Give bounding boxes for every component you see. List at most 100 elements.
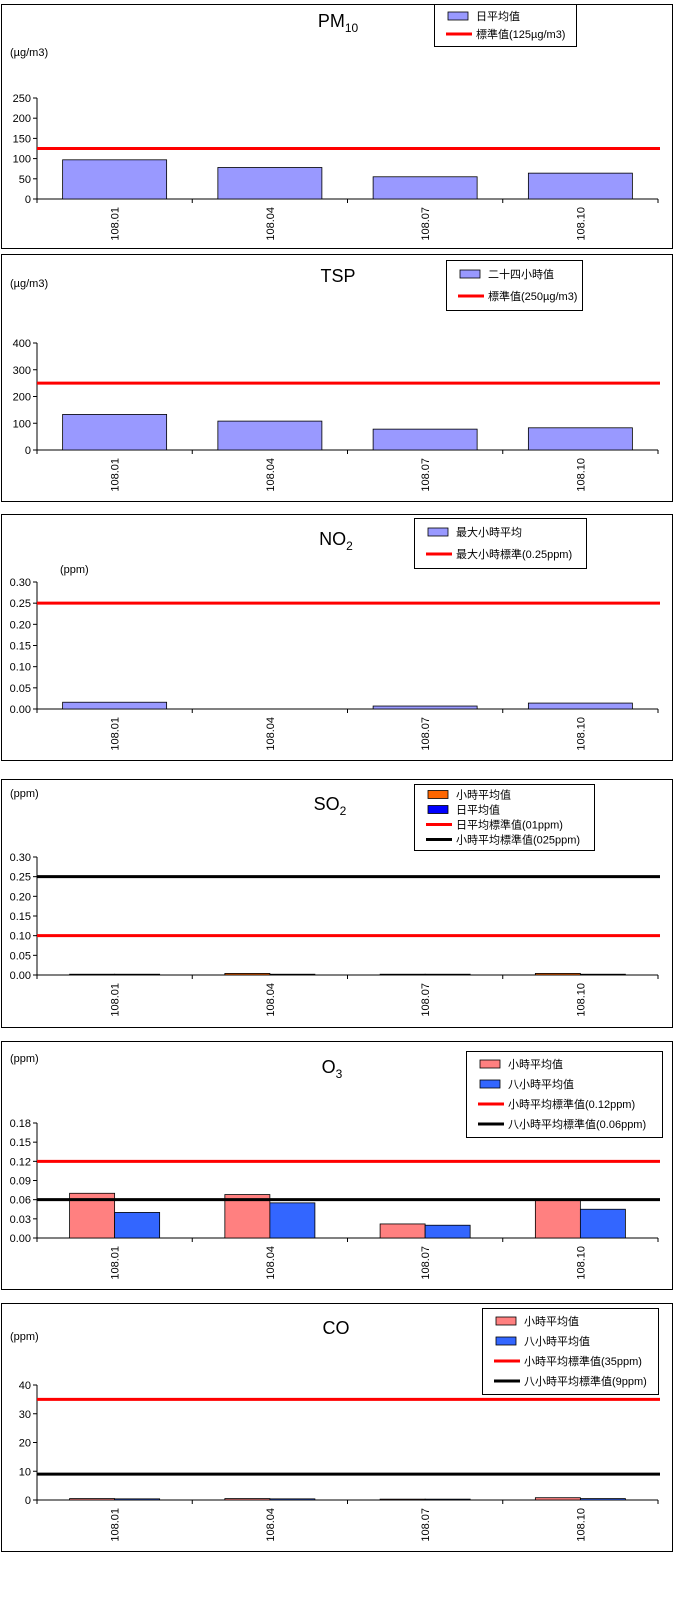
bar (372, 428, 478, 451)
y-tick-label: 0.09 (10, 1176, 31, 1188)
y-tick-label: 150 (13, 133, 31, 145)
legend-swatch (427, 790, 449, 799)
bar (62, 159, 168, 200)
x-tick-label: 108.04 (265, 1508, 277, 1542)
bar (269, 1202, 316, 1239)
x-tick-label: 108.01 (110, 1508, 122, 1542)
bar (379, 973, 426, 976)
y-tick-label: 10 (19, 1466, 31, 1478)
x-tick-label: 108.07 (420, 1246, 432, 1280)
bar (579, 1498, 626, 1501)
x-tick-label: 108.07 (420, 1508, 432, 1542)
y-tick-label: 300 (13, 365, 31, 377)
unit-label: (µg/m3) (10, 47, 48, 59)
y-tick-label: 0.30 (10, 852, 31, 864)
bar (269, 973, 316, 976)
chart-title-subscript: 3 (336, 1067, 343, 1081)
y-tick-label: 30 (19, 1409, 31, 1421)
bar (579, 973, 626, 976)
chart-2: TSP (µg/m3) 0 100 200 300 400 108.01 108.04 108.0… (1, 254, 673, 502)
unit-label: (ppm) (10, 1331, 39, 1343)
y-tick-label: 0.05 (10, 683, 31, 695)
x-tick-label: 108.04 (265, 983, 277, 1017)
legend-swatch (427, 527, 449, 537)
y-tick-label: 0.15 (10, 1137, 31, 1149)
bar (224, 973, 271, 976)
y-tick-label: 40 (19, 1380, 31, 1392)
bar (579, 1208, 626, 1239)
y-tick-label: 200 (13, 392, 31, 404)
x-tick-label: 108.10 (575, 207, 587, 241)
x-tick-label: 108.01 (110, 207, 122, 241)
y-tick-label: 0.20 (10, 619, 31, 631)
chart-4: SO2(ppm)0.000.050.100.150.200.250.30108.… (1, 779, 673, 1028)
x-tick-label: 108.01 (110, 717, 122, 751)
bar (424, 1224, 471, 1239)
bar (114, 1212, 161, 1239)
bar (534, 1497, 581, 1501)
bar (62, 701, 168, 710)
legend-label: 標準值(125µg/m3) (476, 27, 565, 41)
x-tick-label: 108.04 (265, 1246, 277, 1280)
unit-label: (ppm) (10, 1053, 39, 1065)
x-tick-label: 108.10 (575, 983, 587, 1017)
x-tick-label: 108.07 (420, 717, 432, 751)
legend-label: 小時平均值 (456, 789, 511, 802)
y-tick-label: 0.15 (10, 641, 31, 653)
y-tick-label: 0.06 (10, 1195, 31, 1207)
y-tick-label: 0.25 (10, 872, 31, 884)
x-tick-label: 108.07 (420, 207, 432, 241)
legend-box (434, 4, 577, 47)
bar (379, 1223, 426, 1239)
y-tick-label: 0 (25, 1495, 31, 1507)
x-tick-label: 108.04 (265, 717, 277, 751)
legend-label: 最大小時標準(0.25ppm) (456, 547, 572, 561)
bar (372, 705, 478, 710)
x-tick-label: 108.01 (110, 1246, 122, 1280)
y-tick-label: 0.12 (10, 1156, 31, 1168)
y-tick-label: 100 (13, 154, 31, 166)
y-tick-label: 20 (19, 1438, 31, 1450)
legend-label: 八小時平均標準值(0.06ppm) (508, 1117, 646, 1131)
y-tick-label: 0.10 (10, 662, 31, 674)
bar (224, 1194, 271, 1239)
chart-6: CO (ppm) 0 10 20 30 40 108.01 108.04 108.07 108.10… (1, 1303, 673, 1552)
x-tick-label: 108.01 (110, 983, 122, 1017)
legend-swatch (459, 269, 481, 279)
y-tick-label: 0 (25, 194, 31, 206)
bar (217, 420, 323, 451)
bar (534, 973, 581, 976)
bar (534, 1199, 581, 1239)
legend-label: 小時平均標準值(0.12ppm) (508, 1097, 635, 1111)
chart-title-subscript: 10 (345, 21, 359, 35)
y-tick-label: 0 (25, 445, 31, 457)
legend-swatch (479, 1079, 501, 1089)
legend-label: 小時平均值 (524, 1315, 579, 1328)
bar (224, 1498, 271, 1501)
y-tick-label: 0.00 (10, 704, 31, 716)
legend-label: 八小時平均值 (524, 1335, 590, 1348)
bar (527, 702, 633, 710)
legend-box (414, 518, 587, 569)
chart-title-subscript: 2 (340, 804, 347, 818)
legend-swatch (427, 805, 449, 814)
bar (424, 1498, 471, 1501)
x-tick-label: 108.04 (265, 458, 277, 492)
y-tick-label: 400 (13, 338, 31, 350)
x-tick-label: 108.10 (575, 1246, 587, 1280)
bar (69, 973, 116, 976)
legend-label: 日平均值 (456, 804, 500, 817)
unit-label: (ppm) (10, 788, 39, 800)
y-tick-label: 0.18 (10, 1118, 31, 1130)
legend-label: 日平均標準值(01ppm) (456, 818, 563, 832)
legend-label: 二十四小時值 (488, 267, 554, 281)
legend-swatch (495, 1316, 517, 1326)
legend-label: 小時平均標準值(35ppm) (524, 1354, 642, 1368)
y-tick-label: 250 (13, 93, 31, 105)
legend-label: 標準值(250µg/m3) (488, 289, 577, 303)
bar (114, 1498, 161, 1501)
